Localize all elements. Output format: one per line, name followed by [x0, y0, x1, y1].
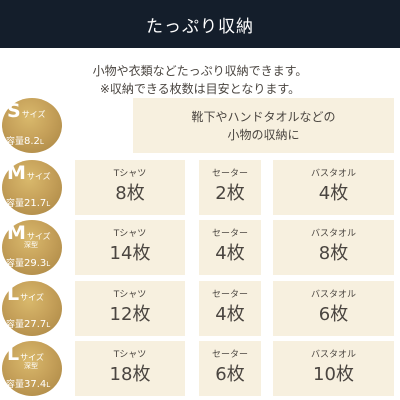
item-count: 12枚 — [109, 304, 151, 325]
item-count: 14枚 — [109, 243, 151, 264]
capacity: 容量37.4L — [6, 380, 50, 390]
bath-towel-cell: バスタオル 4枚 — [273, 160, 394, 215]
tshirt-cell: Tシャツ 18枚 — [75, 341, 185, 396]
item-name: バスタオル — [310, 229, 356, 239]
item-count: 10枚 — [313, 364, 354, 385]
description-line-1: 靴下やハンドタオルなどの — [191, 109, 336, 124]
capacity-value: 8.2 — [24, 136, 40, 147]
item-name: セーター — [211, 229, 248, 239]
size-row-m: Mサイズ 容量21.7L Tシャツ 8枚 セーター 2枚 バスタオル 4枚 — [0, 160, 400, 215]
capacity-unit: L — [46, 321, 51, 329]
capacity-value: 21.7 — [24, 198, 47, 209]
description-line-2: 小物の収納に — [227, 127, 300, 142]
capacity-value: 29.3 — [24, 258, 47, 269]
size-letter: L — [7, 283, 20, 305]
size-suffix: サイズ — [20, 293, 44, 302]
item-count: 4枚 — [215, 304, 245, 325]
size-row-l-deep: Lサイズ 深型 容量37.4L Tシャツ 18枚 セーター 6枚 バスタオル 1… — [0, 341, 400, 396]
capacity: 容量21.7L — [6, 199, 50, 209]
item-name: Tシャツ — [113, 169, 147, 179]
item-name: Tシャツ — [113, 229, 147, 239]
item-count: 2枚 — [215, 183, 245, 204]
size-suffix: サイズ — [20, 353, 44, 362]
bath-towel-cell: バスタオル 10枚 — [273, 341, 394, 396]
size-suffix: サイズ — [21, 110, 46, 119]
item-count: 6枚 — [215, 364, 245, 385]
size-row-s: Sサイズ 容量8.2L 靴下やハンドタオルなどの 小物の収納に — [0, 98, 400, 153]
item-count: 18枚 — [109, 364, 151, 385]
tshirt-cell: Tシャツ 14枚 — [75, 220, 185, 275]
size-badge: Lサイズ 容量27.7L — [2, 281, 62, 336]
sweater-cell: セーター 2枚 — [199, 160, 261, 215]
tshirt-cell: Tシャツ 8枚 — [75, 160, 185, 215]
item-name: バスタオル — [310, 350, 356, 360]
capacity-label: 容量 — [6, 259, 25, 269]
capacity: 容量29.3L — [6, 259, 50, 269]
capacity-label: 容量 — [6, 380, 25, 390]
size-suffix: サイズ — [26, 172, 51, 181]
size-letter: S — [7, 100, 21, 122]
sweater-cell: セーター 6枚 — [199, 341, 261, 396]
capacity: 容量27.7L — [6, 320, 50, 330]
capacity-label: 容量 — [6, 320, 25, 330]
bath-towel-cell: バスタオル 6枚 — [273, 281, 394, 336]
page-title: たっぷり収納 — [146, 16, 254, 37]
item-count: 8枚 — [115, 183, 145, 204]
item-name: Tシャツ — [113, 290, 147, 300]
item-count: 6枚 — [318, 304, 349, 325]
size-row-l: Lサイズ 容量27.7L Tシャツ 12枚 セーター 4枚 バスタオル 6枚 — [0, 281, 400, 336]
sweater-cell: セーター 4枚 — [199, 281, 261, 336]
size-badge: Sサイズ 容量8.2L — [2, 98, 62, 153]
item-name: Tシャツ — [113, 350, 147, 360]
sweater-cell: セーター 4枚 — [199, 220, 261, 275]
size-badge: Lサイズ 深型 容量37.4L — [2, 341, 62, 396]
size-letter: M — [7, 162, 26, 184]
size-letter: L — [7, 343, 20, 365]
size-letter: M — [7, 222, 26, 244]
intro-text: 小物や衣類などたっぷり収納できます。 ※収納できる枚数は目安となります。 — [0, 62, 400, 98]
size-badge: Mサイズ 深型 容量29.3L — [2, 220, 62, 275]
intro-line-1: 小物や衣類などたっぷり収納できます。 — [92, 64, 308, 78]
capacity-value: 37.4 — [24, 379, 47, 390]
item-count: 4枚 — [318, 183, 349, 204]
capacity: 容量8.2L — [6, 137, 44, 147]
tshirt-cell: Tシャツ 12枚 — [75, 281, 185, 336]
size-badge: Mサイズ 容量21.7L — [2, 160, 62, 215]
deep-type-label: 深型 — [24, 362, 38, 370]
capacity-label: 容量 — [6, 199, 25, 209]
capacity-unit: L — [46, 260, 51, 268]
description-cell: 靴下やハンドタオルなどの 小物の収納に — [133, 98, 394, 153]
item-name: セーター — [211, 169, 248, 179]
item-name: セーター — [211, 290, 248, 300]
bath-towel-cell: バスタオル 8枚 — [273, 220, 394, 275]
intro-line-2: ※収納できる枚数は目安となります。 — [99, 82, 301, 96]
item-name: バスタオル — [310, 290, 356, 300]
capacity-unit: L — [46, 381, 51, 389]
size-row-m-deep: Mサイズ 深型 容量29.3L Tシャツ 14枚 セーター 4枚 バスタオル 8… — [0, 220, 400, 275]
capacity-unit: L — [46, 200, 51, 208]
item-count: 4枚 — [215, 243, 245, 264]
deep-type-label: 深型 — [24, 241, 38, 249]
capacity-value: 27.7 — [24, 319, 47, 330]
capacity-label: 容量 — [6, 137, 25, 147]
item-count: 8枚 — [318, 243, 349, 264]
item-name: セーター — [211, 350, 248, 360]
size-suffix: サイズ — [26, 232, 51, 241]
capacity-unit: L — [39, 138, 44, 146]
header-banner: たっぷり収納 — [0, 0, 400, 48]
item-name: バスタオル — [310, 169, 356, 179]
